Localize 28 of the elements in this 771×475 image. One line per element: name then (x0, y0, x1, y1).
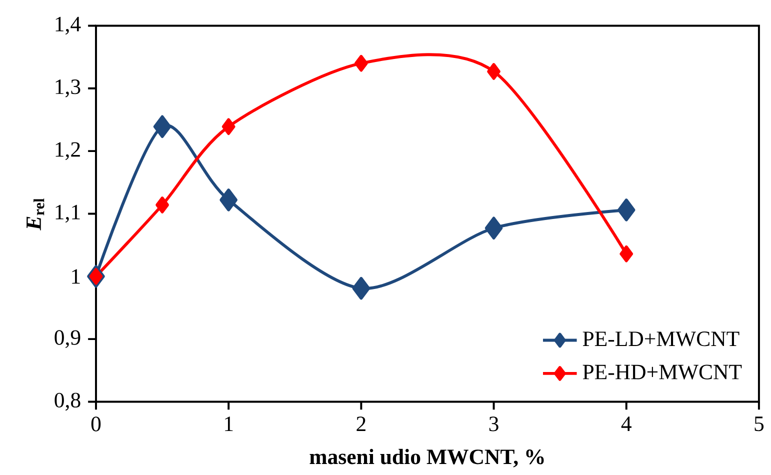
y-tick-label: 1,4 (56, 16, 81, 35)
point (89, 268, 103, 285)
x-tick-label: 2 (356, 416, 366, 432)
x-tick-label: 5 (754, 416, 764, 432)
point (487, 63, 500, 80)
legend-label: PE-LD+MWCNT (582, 332, 740, 346)
point (352, 276, 370, 300)
y-tick-label: 0,9 (54, 330, 80, 348)
y-tick-label: 1,1 (56, 204, 80, 223)
legend-label: PE-HD+MWCNT (582, 364, 742, 380)
y-axis-title: E$_{rel}$ (26, 198, 44, 230)
x-tick-label: 4 (621, 416, 632, 431)
point (156, 196, 169, 214)
y-tick-label: 1,2 (56, 142, 80, 160)
y-tick-label: 1,3 (56, 80, 80, 98)
point (620, 245, 634, 262)
point (153, 115, 172, 138)
x-axis-title: maseni udio MWCNT, % (310, 448, 544, 468)
y-tick-label: 1 (72, 269, 80, 284)
point (484, 216, 503, 240)
point (617, 198, 636, 222)
x-tick-label: 0 (91, 416, 101, 432)
point (354, 54, 368, 72)
x-tick-label: 1 (225, 416, 233, 432)
x-tick-label: 3 (489, 416, 498, 432)
y-tick-label: 0,8 (54, 392, 80, 411)
point (222, 118, 236, 136)
point (220, 188, 238, 212)
